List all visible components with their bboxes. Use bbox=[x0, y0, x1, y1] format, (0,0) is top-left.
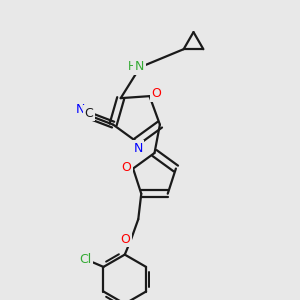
Text: O: O bbox=[122, 160, 131, 173]
Text: O: O bbox=[151, 87, 161, 100]
Text: H: H bbox=[128, 60, 137, 73]
Text: O: O bbox=[120, 233, 130, 246]
Text: N: N bbox=[75, 103, 85, 116]
Text: N: N bbox=[135, 60, 144, 73]
Text: N: N bbox=[133, 142, 143, 155]
Text: Cl: Cl bbox=[79, 253, 92, 266]
Text: C: C bbox=[85, 107, 94, 120]
